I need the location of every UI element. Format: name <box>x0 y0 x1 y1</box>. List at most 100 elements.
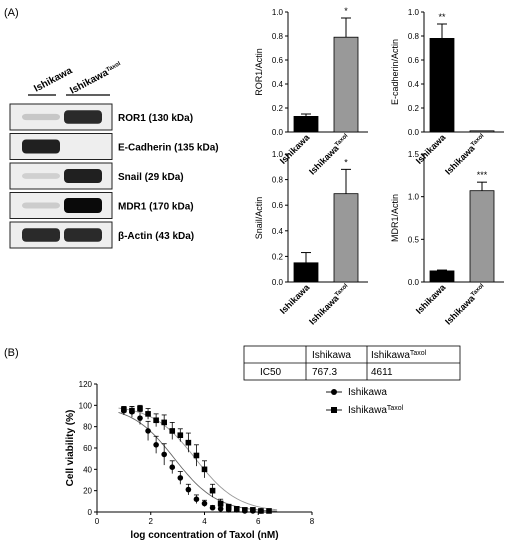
data-point-square <box>217 500 224 507</box>
legend-marker-circle <box>331 389 337 395</box>
data-point-circle <box>201 500 208 507</box>
data-point-square <box>225 503 232 510</box>
y-tick-label: 1.5 <box>408 150 420 159</box>
y-tick-label: 0.8 <box>272 32 284 41</box>
blot-lane-labels: Ishikawa IshikawaTaxol <box>28 60 124 97</box>
y-tick-label: 0 <box>88 508 93 517</box>
bar-0 <box>293 116 319 133</box>
data-point-circle <box>169 464 176 471</box>
data-point-circle <box>217 506 224 512</box>
y-tick-label: 1.0 <box>272 150 284 159</box>
data-point-circle <box>145 428 151 434</box>
blot-label-1: E-Cadherin (135 kDa) <box>118 143 219 154</box>
y-tick-label: 0.4 <box>272 80 284 89</box>
data-point-circle <box>137 415 143 421</box>
data-point-square <box>266 508 272 514</box>
data-point-square <box>177 432 184 438</box>
bar-chart-mdr1: 0.00.51.01.5MDR1/Actin***IshikawaIshikaw… <box>390 150 504 327</box>
blot-band-1-1 <box>22 139 60 154</box>
y-tick-label: 0.0 <box>408 278 420 287</box>
x-tick-label: 0 <box>95 517 100 526</box>
x-tick-label: 2 <box>149 517 154 526</box>
y-tick-label: 0.0 <box>272 278 284 287</box>
y-tick-label: 0.2 <box>272 104 284 113</box>
data-point-square <box>185 439 192 446</box>
blot-band-2-1 <box>22 173 60 179</box>
y-tick-label: 1.0 <box>272 8 284 17</box>
data-point-square <box>153 417 159 424</box>
blot-band-3-1 <box>22 202 60 209</box>
significance-marker: *** <box>477 170 488 180</box>
data-point-square <box>169 428 176 434</box>
data-point-square <box>258 508 264 514</box>
significance-marker: * <box>344 157 348 167</box>
x-tick-label: 8 <box>310 517 315 526</box>
data-point-square <box>250 507 256 513</box>
data-point-circle <box>177 475 184 481</box>
y-tick-label: 0.4 <box>408 80 420 89</box>
blot-label-2: Snail (29 kDa) <box>118 172 184 183</box>
table-value-ishikawa-taxol: 4611 <box>371 367 393 378</box>
data-point-square <box>145 411 151 417</box>
y-axis-label: MDR1/Actin <box>390 194 400 242</box>
table-row-label: IC50 <box>260 367 282 378</box>
table-header-ishikawa-taxol: IshikawaTaxol <box>371 350 427 362</box>
bar-1 <box>333 193 359 283</box>
panel-b-label: (B) <box>4 347 19 359</box>
blot-band-2-2 <box>64 169 102 183</box>
y-tick-label: 0.4 <box>272 227 284 236</box>
data-point-circle <box>161 451 167 458</box>
data-point-square <box>137 405 143 412</box>
blot-band-3-2 <box>64 198 102 213</box>
y-tick-label: 20 <box>83 487 92 496</box>
y-tick-label: 80 <box>83 423 92 432</box>
bar-chart-snail: 0.00.20.40.60.81.0Snail/Actin*IshikawaIs… <box>254 150 368 327</box>
y-tick-label: 0.6 <box>272 201 284 210</box>
x-tick-label: 6 <box>256 517 261 526</box>
legend-marker-square <box>331 407 337 413</box>
blot-label-3: MDR1 (170 kDa) <box>118 202 194 213</box>
bar-0 <box>429 38 455 133</box>
data-point-circle <box>153 442 159 448</box>
data-point-square <box>209 487 216 494</box>
blot-band-0-2 <box>64 110 102 124</box>
y-tick-label: 100 <box>79 401 93 410</box>
bar-1 <box>469 190 495 283</box>
y-axis-label: ROR1/Actin <box>254 48 264 96</box>
y-tick-label: 0.8 <box>408 32 420 41</box>
blot-band-4-2 <box>64 228 102 242</box>
y-tick-label: 0.5 <box>408 235 420 244</box>
bar-0 <box>293 262 319 283</box>
legend-label-0: Ishikawa <box>348 387 387 398</box>
bar-1 <box>333 36 359 133</box>
blot-band-0-1 <box>22 113 60 121</box>
data-point-square <box>129 407 135 414</box>
y-tick-label: 0.0 <box>272 128 284 137</box>
data-point-square <box>242 507 248 513</box>
lane-label-ishikawa-taxol: IshikawaTaxol <box>68 60 124 97</box>
table-value-ishikawa: 767.3 <box>312 367 337 378</box>
fit-curve-1 <box>118 407 278 511</box>
x-category-label-1: IshikawaTaxol <box>307 132 352 177</box>
y-tick-label: 60 <box>83 444 92 453</box>
x-axis-label: log concentration of Taxol (nM) <box>130 530 278 541</box>
significance-marker: * <box>344 6 348 16</box>
y-tick-label: 0.0 <box>408 128 420 137</box>
y-tick-label: 0.2 <box>272 252 284 261</box>
y-tick-label: 0.6 <box>408 56 420 65</box>
x-tick-label: 4 <box>202 517 207 526</box>
y-tick-label: 1.0 <box>408 8 420 17</box>
y-tick-label: 0.6 <box>272 56 284 65</box>
lane-label-ishikawa: Ishikawa <box>32 65 74 94</box>
legend-label-1: IshikawaTaxol <box>348 405 404 417</box>
y-tick-label: 1.0 <box>408 193 420 202</box>
data-point-square <box>193 452 200 459</box>
y-tick-label: 120 <box>79 380 93 389</box>
data-point-square <box>233 506 240 512</box>
y-axis-label: Snail/Actin <box>254 197 264 240</box>
data-point-square <box>161 419 167 426</box>
blot-band-4-1 <box>22 228 60 242</box>
blot-label-0: ROR1 (130 kDa) <box>118 113 193 124</box>
dose-response-chart: 0 20 40 60 80 100 120 0 2 4 6 8 log concentration of… <box>65 380 404 541</box>
